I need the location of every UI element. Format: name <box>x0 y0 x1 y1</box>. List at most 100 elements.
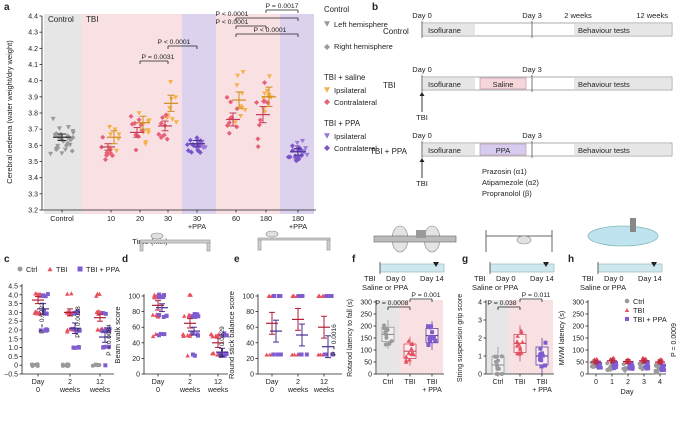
tbi-ppa-point <box>224 351 229 356</box>
control-right-point <box>69 148 75 154</box>
panel-e-x-tick-label: weeks <box>287 385 309 394</box>
tbi-point <box>97 291 102 296</box>
isoflurane-block <box>423 78 475 89</box>
tbi-ppa-point <box>106 344 111 349</box>
panel-c-x-tick-label: 12 <box>96 377 104 386</box>
panel-c-y-tick-label: 0 <box>14 363 18 370</box>
panel-g-tbi-point <box>517 351 522 356</box>
panel-g-ctrl-point <box>496 366 501 371</box>
tbi-ppa-point <box>76 344 81 349</box>
mwm-tbi-ppa-point <box>660 366 665 370</box>
contralateral-saline-point <box>136 117 142 123</box>
isoflurane-block <box>423 144 475 155</box>
tbi-arrow-head <box>419 158 425 162</box>
drug-label: PPA <box>496 146 510 155</box>
ipsilateral-saline-point <box>143 142 149 147</box>
panel-h-x-tick-label: 3 <box>642 377 646 386</box>
tbi-point <box>185 353 190 358</box>
control-left-point <box>62 147 68 153</box>
contralateral-ppa-point <box>184 142 190 148</box>
ipsilateral-saline-point <box>262 110 268 115</box>
mouse-icon <box>516 235 532 245</box>
mouse-icon <box>265 230 279 238</box>
panel-f-ctrl-point <box>383 342 388 347</box>
isoflurane-label: Isoflurane <box>428 80 461 89</box>
ipsilateral-saline-point <box>234 83 240 88</box>
tbi-point <box>150 312 156 317</box>
panel-b-letter: b <box>372 2 378 13</box>
tbi-point <box>210 334 215 339</box>
tbi-ppa-point <box>324 294 329 298</box>
panel-e-y-tick-label: 0 <box>250 372 254 379</box>
mwm-tbi-ppa-point <box>645 360 650 364</box>
tbi-arrow-head <box>419 92 425 96</box>
tbi-point <box>65 291 70 296</box>
contralateral-saline-point <box>110 153 116 159</box>
legend-ppa-contra-label: Contralateral <box>334 144 377 153</box>
panel-a-x-tick-label: 180 <box>292 214 304 223</box>
panel-e-x-tick-label: weeks <box>313 385 335 394</box>
panel-h-timeline-bar <box>597 263 663 273</box>
behaviour-label: Behaviour tests <box>578 146 630 155</box>
panel-f-tbi-point <box>407 357 412 362</box>
panel-f-ctrl-point <box>389 339 394 344</box>
panel-f-y-tick-label: 200 <box>360 324 372 331</box>
panel-f-test-marker <box>433 262 439 267</box>
round-stick-apparatus <box>257 237 331 241</box>
contralateral-saline-point <box>226 120 232 126</box>
panel-a-y-tick-label: 3.6 <box>28 143 38 150</box>
panel-g-tbi-ppa-point <box>539 364 544 369</box>
legend-mwm-ppa-marker <box>625 317 629 321</box>
mwm-ctrl-point <box>638 363 643 367</box>
stat-h: P = 0.0009 <box>671 323 678 357</box>
ipsilateral-saline-point <box>145 119 151 124</box>
tbi-ppa-point <box>328 294 333 298</box>
ipsilateral-saline-point <box>107 124 113 130</box>
panel-h-timeline-treatment: Saline or PPA <box>580 283 626 292</box>
behaviour-block <box>574 24 671 35</box>
panel-d-y-tick-label: 60 <box>132 325 140 332</box>
panel-f-y-tick-label: 50 <box>364 360 372 367</box>
panel-e-x-tick-label: 2 <box>296 377 300 386</box>
tbi-point <box>150 334 156 339</box>
timeline-row-label: TBI + PPA <box>370 147 408 156</box>
tbi-ppa-point <box>38 328 43 333</box>
panel-h-x-tick-label: 1 <box>610 377 614 386</box>
behaviour-block <box>574 78 671 89</box>
behaviour-label: Behaviour tests <box>578 80 630 89</box>
contralateral-ppa-point <box>289 143 295 149</box>
contralateral-saline-point <box>156 131 162 137</box>
panel-g-test-marker <box>543 262 549 267</box>
panel-f-tbi-point <box>409 346 414 351</box>
panel-h-y-tick-label: 50 <box>576 360 584 367</box>
contralateral-saline-point <box>226 130 232 136</box>
panel-h-y-tick-label: 250 <box>572 312 584 319</box>
panel-h-y-tick-label: 200 <box>572 324 584 331</box>
drug-block <box>479 143 527 156</box>
control-left-point <box>59 151 65 156</box>
control-left-point <box>65 125 71 130</box>
beam-leg <box>206 242 211 252</box>
panel-f-timeline-tbi: TBI <box>364 274 376 283</box>
ipsilateral-saline-point <box>261 107 267 112</box>
panel-g-stat-ctrl-tbi-label: P = 0.038 <box>487 300 516 307</box>
tbi-ppa-point <box>298 352 303 357</box>
tbi-ppa-point <box>45 292 50 297</box>
legend-right-marker <box>324 44 330 50</box>
panel-e-y-tick-label: 100 <box>242 294 254 301</box>
tbi-ppa-point <box>75 310 80 315</box>
panel-c-y-tick-label: 4.0 <box>8 292 18 299</box>
panel-e-x-tick-label: Day <box>266 377 279 386</box>
panel-c-x-tick-label: weeks <box>59 385 81 394</box>
panel-c-x-tick-label: 0 <box>36 385 40 394</box>
control-left-point <box>48 151 54 157</box>
tbi-ppa-point <box>195 312 200 317</box>
stat-c-2weeks: P = 0.0028 <box>75 306 82 338</box>
stat-20-vs-30-label: P = 0.0031 <box>142 54 175 61</box>
tbi-point <box>94 293 99 298</box>
contralateral-saline-point <box>262 80 268 86</box>
tbi-ppa-point <box>106 328 111 333</box>
legend-tbi-ppa-marker <box>77 266 83 272</box>
control-left-point <box>50 116 56 122</box>
panel-g-tbi-point <box>514 339 520 344</box>
